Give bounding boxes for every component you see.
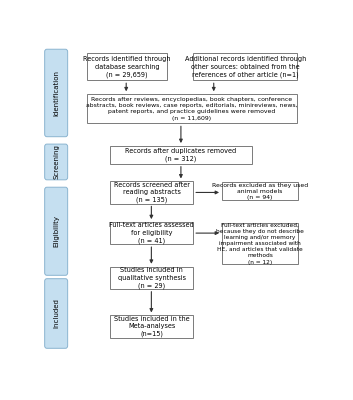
FancyBboxPatch shape — [193, 53, 297, 80]
Text: Eligibility: Eligibility — [53, 215, 59, 247]
FancyBboxPatch shape — [110, 267, 193, 289]
FancyBboxPatch shape — [45, 144, 68, 180]
Text: Studies included in
qualitative synthesis
(n = 29): Studies included in qualitative synthesi… — [118, 267, 186, 288]
FancyBboxPatch shape — [222, 182, 298, 200]
FancyBboxPatch shape — [110, 181, 193, 204]
Text: Included: Included — [53, 298, 59, 328]
FancyBboxPatch shape — [86, 53, 167, 80]
Text: Records after reviews, encyclopedias, book chapters, conference
abstracts, book : Records after reviews, encyclopedias, bo… — [86, 97, 298, 121]
FancyBboxPatch shape — [110, 146, 252, 164]
FancyBboxPatch shape — [45, 279, 68, 348]
FancyBboxPatch shape — [110, 222, 193, 244]
Text: Records identified through
database searching
(n = 29,659): Records identified through database sear… — [83, 56, 170, 78]
Text: Records after duplicates removed
(n = 312): Records after duplicates removed (n = 31… — [125, 148, 237, 162]
FancyBboxPatch shape — [45, 49, 68, 137]
FancyBboxPatch shape — [222, 223, 298, 264]
Text: Records excluded as they used
animal models
(n = 94): Records excluded as they used animal mod… — [212, 182, 308, 200]
Text: Full-text articles excluded,
because they do not describe
learning and/or memory: Full-text articles excluded, because the… — [216, 222, 304, 264]
Text: Identification: Identification — [53, 70, 59, 116]
FancyBboxPatch shape — [110, 315, 193, 338]
FancyBboxPatch shape — [45, 187, 68, 275]
Text: Studies included in the
Meta-analyses
(n=15): Studies included in the Meta-analyses (n… — [114, 316, 189, 337]
Text: Screening: Screening — [53, 144, 59, 179]
Text: Full-text articles assessed
for eligibility
(n = 41): Full-text articles assessed for eligibil… — [109, 222, 194, 244]
FancyBboxPatch shape — [86, 94, 297, 124]
Text: Additional records identified through
other sources: obtained from the
reference: Additional records identified through ot… — [185, 56, 306, 78]
Text: Records screened after
reading abstracts
(n = 135): Records screened after reading abstracts… — [114, 182, 190, 203]
